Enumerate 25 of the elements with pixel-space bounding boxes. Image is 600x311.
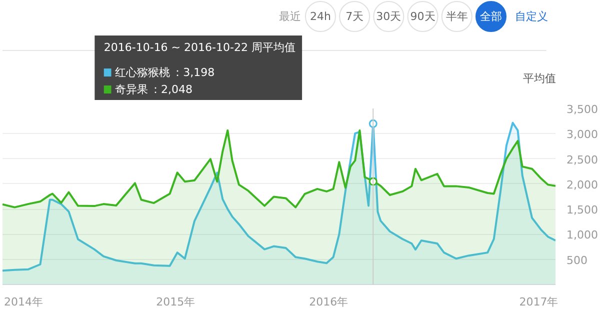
legend-label: 奇异果: [114, 83, 148, 96]
text: 7天: [346, 10, 364, 23]
text: 90天: [410, 10, 436, 23]
y-tick-label: 1,500: [566, 204, 598, 217]
text: 自定义: [514, 10, 548, 23]
x-tick-label: 2016年: [309, 296, 348, 308]
y-tick-label: 2,500: [566, 153, 598, 166]
y-tick-label: 2,000: [566, 178, 598, 192]
y-tick-label: 3,500: [566, 103, 598, 116]
y-tick-label: 500: [566, 254, 588, 267]
text: 全部: [480, 10, 502, 23]
text: 平均值: [523, 72, 556, 85]
y-tick-label: 3,000: [566, 128, 598, 142]
text: 24h: [310, 10, 331, 23]
text: 30天: [376, 10, 402, 23]
x-tick-label: 2017年: [519, 296, 558, 308]
text: ：3,198: [172, 66, 215, 79]
y-tick-label: 1,000: [566, 228, 598, 242]
legend-label: 红心猕猴桃: [114, 66, 170, 79]
x-tick-label: 2014年: [4, 296, 43, 308]
text: 最近: [279, 10, 301, 23]
text: 半年: [446, 10, 468, 23]
x-tick-label: 2015年: [156, 296, 196, 308]
text: 2016-10-16 ~ 2016-10-22 周平均值: [104, 41, 296, 54]
text: ：2,048: [150, 83, 192, 96]
